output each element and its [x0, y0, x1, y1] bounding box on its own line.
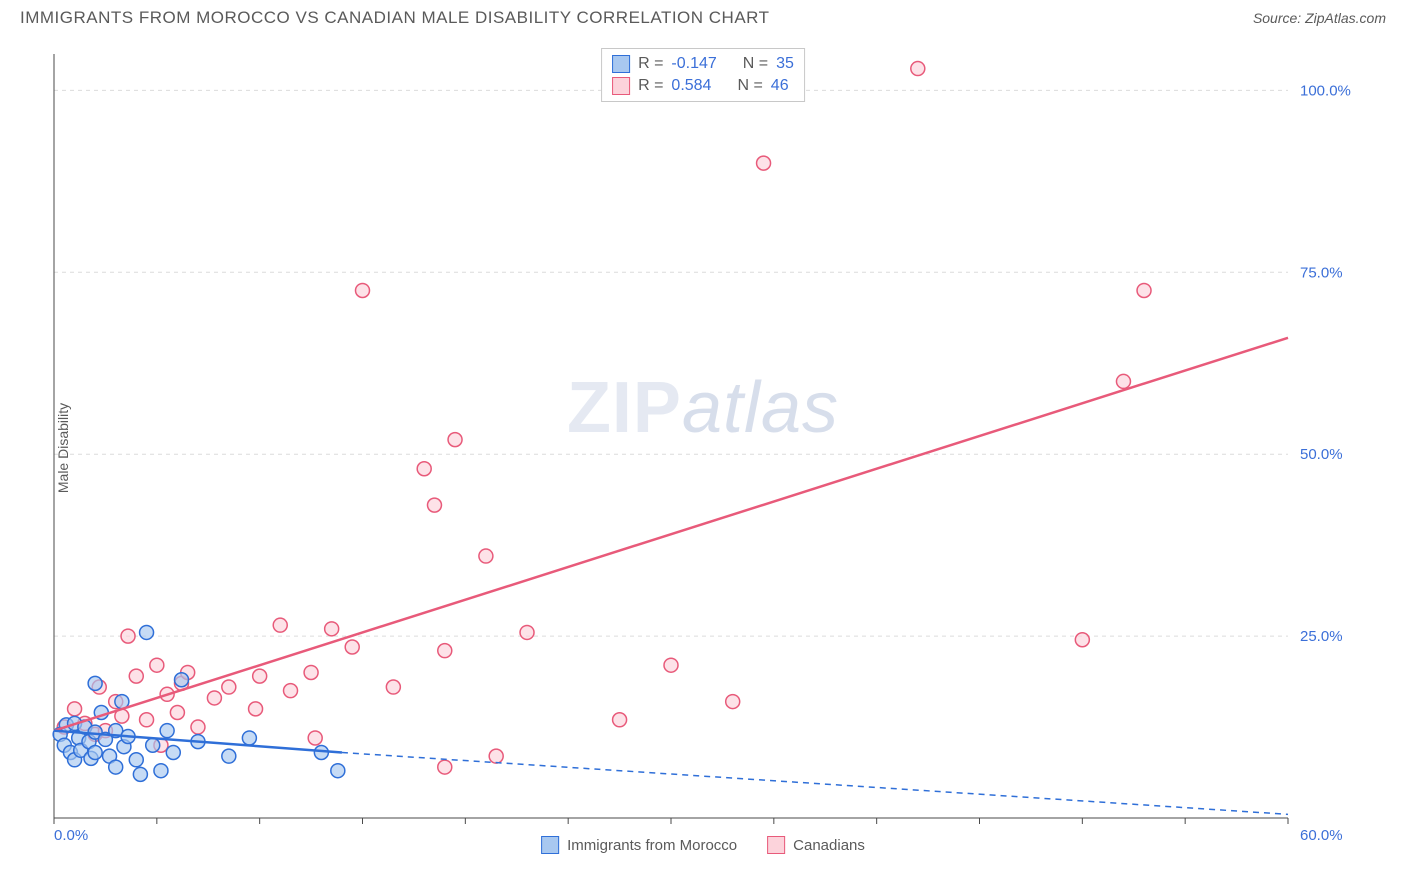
r-label: R =: [638, 55, 663, 73]
legend-row-blue: R = -0.147 N = 35: [612, 53, 794, 75]
legend-label-blue: Immigrants from Morocco: [567, 837, 737, 854]
n-label: N =: [743, 55, 768, 73]
legend-item-blue: Immigrants from Morocco: [541, 836, 737, 854]
n-label: N =: [737, 77, 762, 95]
swatch-blue: [612, 55, 630, 73]
chart-source: Source: ZipAtlas.com: [1253, 10, 1386, 26]
chart-title: IMMIGRANTS FROM MOROCCO VS CANADIAN MALE…: [20, 8, 770, 28]
svg-text:25.0%: 25.0%: [1300, 628, 1343, 645]
svg-text:100.0%: 100.0%: [1300, 82, 1351, 99]
scatter-plot: 25.0% 50.0% 75.0% 100.0% 0.0% 60.0%: [48, 48, 1358, 848]
r-label: R =: [638, 77, 663, 95]
legend-row-pink: R = 0.584 N = 46: [612, 75, 794, 97]
svg-text:75.0%: 75.0%: [1300, 264, 1343, 281]
series-legend: Immigrants from Morocco Canadians: [533, 836, 873, 854]
correlation-legend: R = -0.147 N = 35 R = 0.584 N = 46: [601, 48, 805, 102]
swatch-pink: [612, 77, 630, 95]
n-value-pink: 46: [771, 77, 789, 95]
swatch-blue-icon: [541, 836, 559, 854]
n-value-blue: 35: [776, 55, 794, 73]
legend-label-pink: Canadians: [793, 837, 865, 854]
svg-text:50.0%: 50.0%: [1300, 446, 1343, 463]
chart-area: Male Disability ZIPatlas 25.0%50.0%75.0%…: [48, 48, 1358, 848]
swatch-pink-icon: [767, 836, 785, 854]
chart-header: IMMIGRANTS FROM MOROCCO VS CANADIAN MALE…: [0, 0, 1406, 32]
r-value-pink: 0.584: [671, 77, 711, 95]
legend-item-pink: Canadians: [767, 836, 865, 854]
r-value-blue: -0.147: [671, 55, 716, 73]
svg-text:60.0%: 60.0%: [1300, 827, 1343, 844]
svg-text:0.0%: 0.0%: [54, 827, 88, 844]
